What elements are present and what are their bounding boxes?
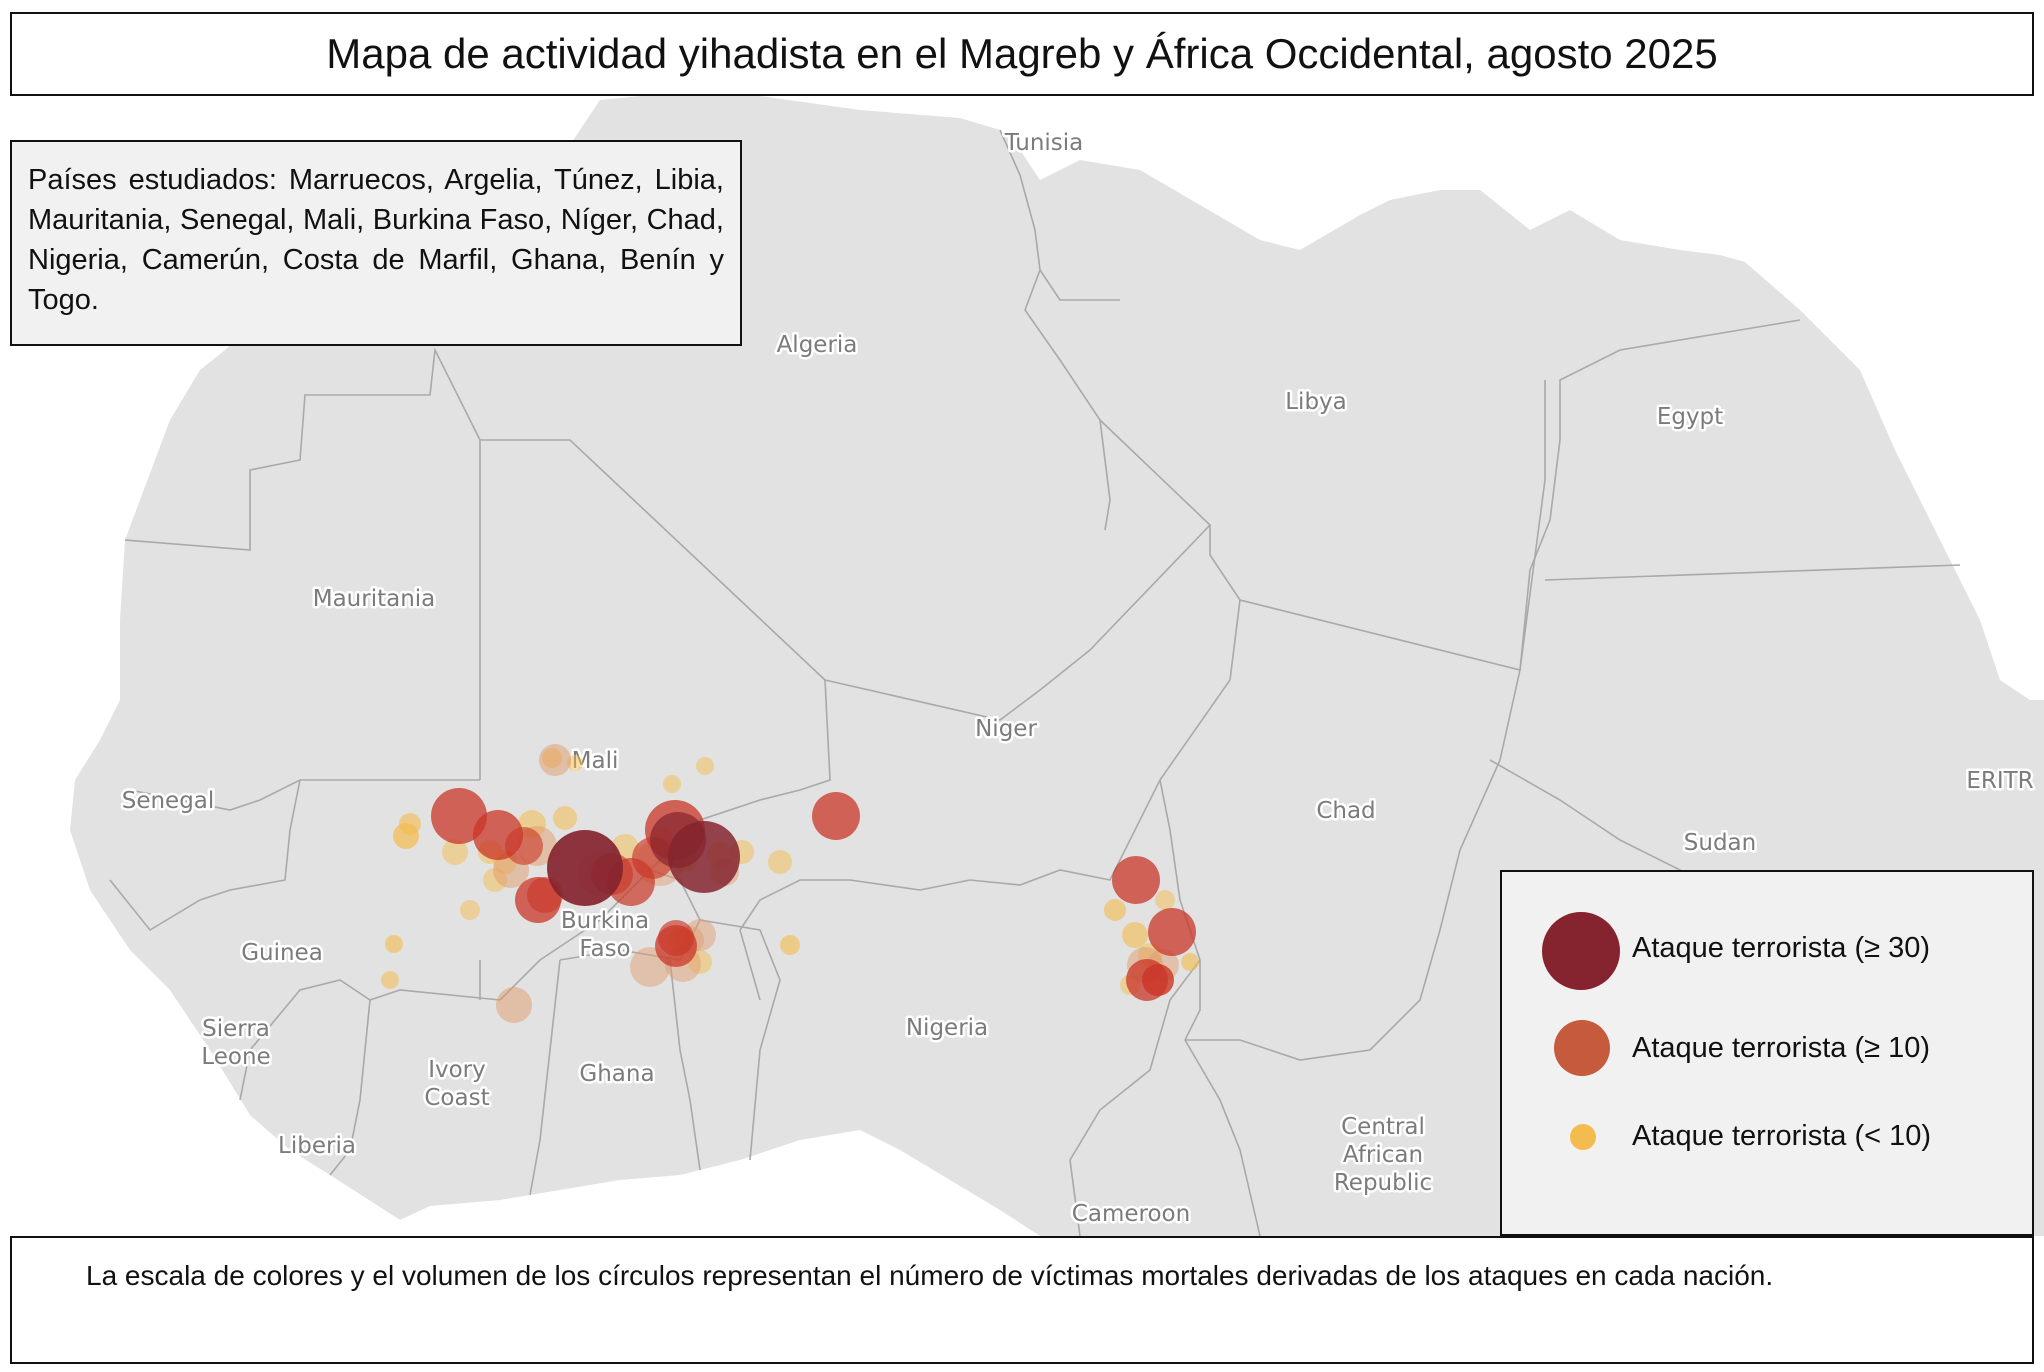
map-label-sierra-leone: Sierra Leone xyxy=(201,1016,270,1070)
countries-box: Países estudiados: Marruecos, Argelia, T… xyxy=(10,140,742,346)
attack-marker xyxy=(812,792,860,840)
legend-item-high: Ataque terrorista (≥ 30) xyxy=(1502,912,2032,1002)
legend-marker-low xyxy=(1570,1124,1596,1150)
countries-studied-text: Países estudiados: Marruecos, Argelia, T… xyxy=(28,164,724,316)
map-label-libya: Libya xyxy=(1285,389,1347,415)
attack-marker xyxy=(1142,964,1174,996)
attack-marker xyxy=(1122,922,1148,948)
attack-marker xyxy=(547,830,623,906)
attack-marker xyxy=(539,744,571,776)
attack-marker xyxy=(567,755,583,771)
attack-marker xyxy=(780,935,800,955)
legend-label-mid: Ataque terrorista (≥ 10) xyxy=(1632,1032,1930,1064)
attack-marker xyxy=(650,812,706,868)
legend-item-mid: Ataque terrorista (≥ 10) xyxy=(1502,1016,2032,1106)
map-label-chad: Chad xyxy=(1316,798,1375,824)
map-label-algeria: Algeria xyxy=(777,332,858,358)
map-label-tunisia: Tunisia xyxy=(1004,130,1084,156)
map-label-nigeria: Nigeria xyxy=(906,1015,988,1041)
attack-marker xyxy=(505,827,543,865)
attack-marker xyxy=(658,920,694,956)
attack-marker xyxy=(696,757,714,775)
legend-label-high: Ataque terrorista (≥ 30) xyxy=(1632,932,1930,964)
map-label-guinea: Guinea xyxy=(241,940,323,966)
attack-markers xyxy=(381,744,1199,1023)
map-label-burkina-faso: Burkina Faso xyxy=(561,908,649,962)
title-box: Mapa de actividad yihadista en el Magreb… xyxy=(10,12,2034,96)
map-label-central-african-republic: Central African Republic xyxy=(1334,1114,1432,1196)
note-box: La escala de colores y el volumen de los… xyxy=(10,1236,2034,1364)
map-label-ghana: Ghana xyxy=(579,1061,654,1087)
attack-marker xyxy=(553,806,577,830)
attack-marker xyxy=(442,839,468,865)
attack-marker xyxy=(1181,953,1199,971)
legend-marker-high xyxy=(1542,912,1620,990)
attack-marker xyxy=(381,971,399,989)
map-label-sudan: Sudan xyxy=(1684,830,1756,856)
legend: Ataque terrorista (≥ 30) Ataque terroris… xyxy=(1500,870,2034,1236)
attack-marker xyxy=(431,788,487,844)
country-borders xyxy=(109,129,1961,1237)
attack-marker xyxy=(1155,890,1175,910)
legend-label-low: Ataque terrorista (< 10) xyxy=(1632,1120,1932,1152)
attack-marker xyxy=(496,987,532,1023)
attack-marker xyxy=(460,900,480,920)
map-label-niger: Niger xyxy=(975,716,1037,742)
attack-marker xyxy=(1112,856,1160,904)
attack-marker xyxy=(399,813,421,835)
country-labels: TunisiaAlgeriaLibyaEgyptMauritaniaMaliNi… xyxy=(119,128,2036,1230)
map-label-mauritania: Mauritania xyxy=(313,586,436,612)
attack-marker xyxy=(768,850,792,874)
map-label-senegal: Senegal xyxy=(122,788,215,814)
map-label-cameroon: Cameroon xyxy=(1072,1201,1190,1227)
map-label-ivory-coast: Ivory Coast xyxy=(424,1057,489,1111)
attack-marker xyxy=(1104,899,1126,921)
scale-note: La escala de colores y el volumen de los… xyxy=(86,1260,1774,1291)
attack-marker xyxy=(1148,908,1196,956)
legend-item-low: Ataque terrorista (< 10) xyxy=(1502,1116,2032,1206)
map-label-egypt: Egypt xyxy=(1657,404,1723,430)
map-label-liberia: Liberia xyxy=(278,1133,356,1159)
legend-marker-mid xyxy=(1554,1020,1610,1076)
attack-marker xyxy=(663,775,681,793)
attack-marker xyxy=(385,935,403,953)
map-label-eritrea: ERITR xyxy=(1966,768,2033,794)
map-title: Mapa de actividad yihadista en el Magreb… xyxy=(326,30,1718,77)
